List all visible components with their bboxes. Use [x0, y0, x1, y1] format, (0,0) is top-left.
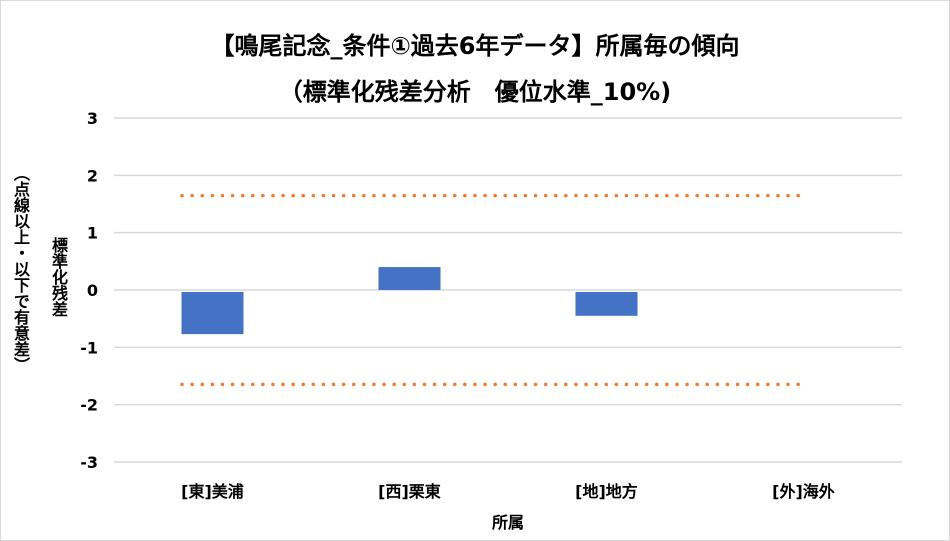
y-axis-label-note: （点線以上・以下で有意差） — [11, 165, 30, 373]
x-tick-label: [地]地方 — [575, 482, 638, 501]
y-tick-label: 0 — [87, 281, 98, 300]
y-tick-label: 1 — [87, 224, 98, 243]
y-tick-label: -1 — [80, 338, 98, 357]
y-tick-label: -2 — [80, 396, 98, 415]
chart-title: 【鳴尾記念_条件①過去6年データ】所属毎の傾向 — [210, 32, 740, 60]
y-tick-label: 2 — [87, 166, 98, 185]
bar — [575, 292, 638, 316]
x-tick-label: [外]海外 — [772, 482, 835, 501]
y-tick-label: -3 — [80, 453, 98, 472]
bar — [378, 267, 441, 290]
x-axis-label: 所属 — [492, 513, 524, 532]
y-tick-label: 3 — [87, 109, 98, 128]
chart-subtitle: （標準化残差分析 優位水準_10%) — [278, 78, 672, 106]
y-axis-label: 標準化残差 — [49, 237, 68, 317]
x-tick-label: [西]栗東 — [378, 482, 441, 501]
bar — [181, 292, 244, 335]
x-tick-label: [東]美浦 — [181, 482, 244, 501]
